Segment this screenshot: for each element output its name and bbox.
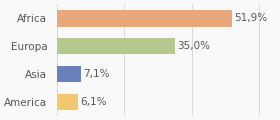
Text: 7,1%: 7,1%: [84, 69, 110, 79]
Bar: [57, 93, 78, 110]
Text: 35,0%: 35,0%: [178, 41, 211, 51]
Text: 51,9%: 51,9%: [234, 13, 268, 23]
Bar: [57, 10, 232, 27]
Bar: [57, 38, 175, 54]
Bar: [57, 66, 81, 82]
Text: 6,1%: 6,1%: [80, 97, 107, 107]
